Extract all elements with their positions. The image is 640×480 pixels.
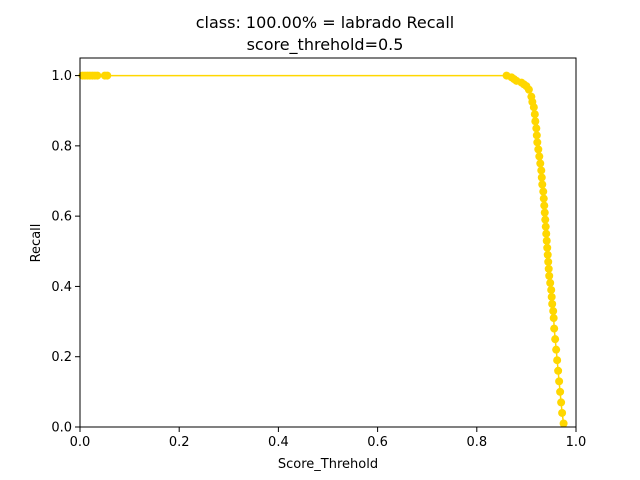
data-point <box>524 85 533 94</box>
data-point <box>535 152 544 161</box>
data-point <box>539 194 548 203</box>
data-point <box>555 377 564 386</box>
data-point <box>537 173 546 182</box>
data-point <box>556 387 565 396</box>
x-tick-label: 0.6 <box>367 435 388 450</box>
data-point <box>542 229 551 238</box>
y-tick-label: 0.6 <box>51 210 72 225</box>
plot-area <box>78 71 568 428</box>
data-point <box>546 278 555 287</box>
x-tick-label: 0.2 <box>169 435 190 450</box>
axes-frame <box>79 57 577 428</box>
data-point <box>542 236 551 245</box>
data-point <box>534 145 543 154</box>
x-tick-label: 0.8 <box>466 435 487 450</box>
y-tick-label: 0.4 <box>51 280 72 295</box>
data-point <box>559 419 568 428</box>
data-point <box>550 324 559 333</box>
data-point <box>544 257 553 266</box>
data-point <box>537 166 546 175</box>
data-point <box>533 138 542 147</box>
chart-subtitle: score_threhold=0.5 <box>247 35 404 55</box>
data-point <box>543 243 552 252</box>
data-point <box>541 222 550 231</box>
data-point <box>541 215 550 224</box>
data-point <box>536 159 545 168</box>
x-tick-label: 0.0 <box>70 435 91 450</box>
data-point <box>547 292 556 301</box>
data-point <box>530 110 539 119</box>
chart-title: class: 100.00% = labrado Recall <box>196 13 455 32</box>
data-point <box>531 117 540 126</box>
data-point <box>540 208 549 217</box>
y-tick-label: 0.0 <box>51 421 72 436</box>
data-point <box>557 398 566 407</box>
data-point <box>538 180 547 189</box>
data-point <box>552 345 561 354</box>
y-axis-label: Recall <box>29 224 44 263</box>
data-point <box>544 264 553 273</box>
y-tick-label: 0.8 <box>51 139 72 154</box>
data-point <box>529 103 538 112</box>
data-point <box>558 408 567 417</box>
data-point <box>539 187 548 196</box>
data-point <box>103 71 112 80</box>
data-point <box>549 307 558 316</box>
x-axis-label: Score_Threhold <box>278 457 378 472</box>
data-point <box>545 271 554 280</box>
data-point <box>532 131 541 140</box>
data-point <box>547 285 556 294</box>
data-point <box>554 366 563 375</box>
x-tick-label: 1.0 <box>566 435 587 450</box>
data-point <box>551 335 560 344</box>
data-point <box>532 124 541 133</box>
y-tick-label: 0.2 <box>51 350 72 365</box>
x-tick-label: 0.4 <box>268 435 289 450</box>
data-point <box>543 250 552 259</box>
data-point <box>540 201 549 210</box>
data-point <box>548 300 557 308</box>
y-tick-label: 1.0 <box>51 69 72 84</box>
data-point <box>549 314 558 323</box>
data-point <box>93 71 102 80</box>
data-point <box>553 356 562 365</box>
axes: 0.0 0.2 0.4 0.6 0.8 1.0 0.0 0.2 0.4 0.6 0.8 1.0 <box>51 69 586 450</box>
